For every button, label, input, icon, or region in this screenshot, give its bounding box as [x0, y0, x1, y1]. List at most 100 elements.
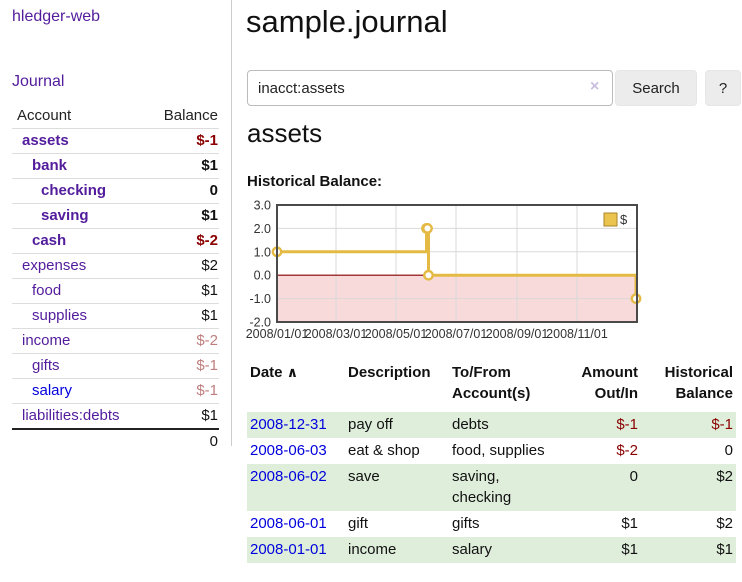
- transaction-balance: $2: [716, 468, 733, 485]
- sidebar-account-checking[interactable]: checking: [41, 182, 107, 199]
- register-row: 2008-12-31 pay off debts $-1 $-1: [247, 412, 736, 438]
- transaction-description: income: [348, 541, 397, 558]
- description-column-header: Description: [348, 364, 431, 381]
- account-balance: $-1: [144, 353, 219, 379]
- account-row: bank $1: [12, 153, 219, 179]
- transaction-balance: $2: [716, 515, 733, 532]
- transaction-date-link[interactable]: 2008-06-01: [250, 515, 327, 532]
- accounts-total-row: 0: [12, 428, 219, 454]
- sidebar-item-journal[interactable]: Journal: [12, 73, 65, 90]
- brand-link[interactable]: hledger-web: [12, 8, 101, 25]
- sidebar-account-expenses[interactable]: expenses: [22, 257, 87, 274]
- amount-header-line2: Out/In: [594, 385, 638, 402]
- transaction-balance: $1: [716, 541, 733, 558]
- svg-text:2008/09/01: 2008/09/01: [486, 327, 549, 341]
- transaction-amount: $1: [621, 515, 638, 532]
- transaction-date-link[interactable]: 2008-12-31: [250, 416, 327, 433]
- legend-swatch: [603, 212, 618, 227]
- main-content: sample.journal × Search ? assets Histori…: [246, 0, 742, 582]
- transaction-description: gift: [348, 515, 369, 532]
- account-heading: assets: [247, 118, 323, 148]
- account-balance: $-1: [144, 378, 219, 404]
- svg-text:-1.0: -1.0: [249, 292, 271, 306]
- plot-border: [276, 204, 638, 323]
- sidebar-account-supplies[interactable]: supplies: [32, 307, 88, 324]
- register-row: 2008-06-03 eat & shop food, supplies $-2…: [247, 438, 736, 464]
- account-balance: $1: [144, 303, 219, 329]
- sidebar-account-food[interactable]: food: [32, 282, 62, 299]
- sidebar-account-assets[interactable]: assets: [22, 132, 69, 149]
- search-input[interactable]: [247, 70, 613, 106]
- accounts-column-header: To/From Account(s): [449, 360, 561, 412]
- amount-column-header: Amount Out/In: [561, 360, 641, 412]
- data-point-marker: [422, 223, 433, 234]
- register-table: Date ∧ Description To/From Account(s) Am…: [247, 360, 736, 563]
- accounts-balance-table: Account Balance assets $-1 bank $1 check…: [12, 104, 219, 454]
- transaction-amount: $-2: [616, 442, 638, 459]
- account-row: checking 0: [12, 178, 219, 204]
- historical-balance-chart: 3.0 2.0 1.0 0.0 -1.0 -2.02008/01/012008/03/01…: [246, 200, 642, 341]
- account-row: food $1: [12, 278, 219, 304]
- balance-header-line2: Balance: [675, 385, 733, 402]
- svg-text:2008/01/01: 2008/01/01: [246, 327, 308, 341]
- transaction-date-link[interactable]: 2008-01-01: [250, 541, 327, 558]
- transaction-balance: 0: [724, 442, 733, 459]
- account-balance: $1: [144, 403, 219, 429]
- legend-label: $: [620, 212, 628, 227]
- balance-header-line1: Historical: [664, 364, 733, 381]
- sidebar-account-liabilities-debts[interactable]: liabilities:debts: [22, 407, 120, 424]
- account-balance: $1: [144, 153, 219, 179]
- account-row: expenses $2: [12, 253, 219, 279]
- sidebar-account-cash[interactable]: cash: [32, 232, 67, 249]
- accounts-column-header: Account: [17, 107, 72, 124]
- transaction-date-link[interactable]: 2008-06-02: [250, 468, 327, 485]
- svg-text:-2.0: -2.0: [249, 316, 271, 330]
- register-row: 2008-06-02 save saving, checking 0 $2: [247, 464, 736, 511]
- transaction-description: eat & shop: [348, 442, 420, 459]
- clear-search-icon[interactable]: ×: [590, 78, 600, 95]
- transaction-accounts: salary: [452, 541, 493, 558]
- svg-text:2008/05/01: 2008/05/01: [365, 327, 428, 341]
- sidebar-account-saving[interactable]: saving: [41, 207, 89, 224]
- help-button[interactable]: ?: [705, 70, 741, 106]
- sidebar-account-salary[interactable]: salary: [32, 382, 73, 399]
- account-balance: $-2: [144, 328, 219, 354]
- accounts-header-row: Account Balance: [12, 104, 219, 129]
- transaction-date-link[interactable]: 2008-06-03: [250, 442, 327, 459]
- page-title: sample.journal: [246, 4, 448, 39]
- balance-column-header: Historical Balance: [641, 360, 736, 412]
- account-balance: 0: [144, 178, 219, 204]
- sidebar: hledger-web Journal Account Balance asse…: [0, 0, 232, 454]
- svg-text:3.0: 3.0: [254, 200, 271, 213]
- sidebar-account-bank[interactable]: bank: [32, 157, 68, 174]
- account-balance: $1: [144, 203, 219, 229]
- accounts-header-line1: To/From: [452, 364, 511, 381]
- account-row: salary $-1: [12, 378, 219, 404]
- svg-text:2008/11/01: 2008/11/01: [546, 327, 608, 341]
- transaction-accounts: food, supplies: [452, 442, 545, 459]
- data-point-marker: [423, 269, 434, 281]
- account-row: saving $1: [12, 203, 219, 229]
- register-row: 2008-01-01 income salary $1 $1: [247, 537, 736, 563]
- transaction-description: pay off: [348, 416, 393, 433]
- account-row: liabilities:debts $1: [12, 403, 219, 429]
- account-balance: $-2: [144, 228, 219, 254]
- transaction-amount: $-1: [616, 416, 638, 433]
- date-column-header: Date: [250, 364, 283, 381]
- account-row: gifts $-1: [12, 353, 219, 379]
- sort-ascending-icon: ∧: [286, 364, 299, 380]
- sidebar-account-income[interactable]: income: [22, 332, 71, 349]
- sort-by-date-link[interactable]: Date ∧: [250, 364, 298, 381]
- search-form: × Search ?: [247, 70, 742, 106]
- svg-text:2008/03/01: 2008/03/01: [305, 327, 368, 341]
- transaction-balance: $-1: [711, 416, 733, 433]
- search-button[interactable]: Search: [615, 70, 697, 106]
- accounts-total-value: 0: [144, 428, 219, 454]
- svg-text:0.0: 0.0: [254, 269, 271, 283]
- sidebar-account-gifts[interactable]: gifts: [32, 357, 60, 374]
- amount-header-line1: Amount: [581, 364, 638, 381]
- svg-text:1.0: 1.0: [254, 245, 271, 259]
- transaction-accounts: debts: [452, 416, 489, 433]
- balance-column-header: Balance: [163, 107, 218, 124]
